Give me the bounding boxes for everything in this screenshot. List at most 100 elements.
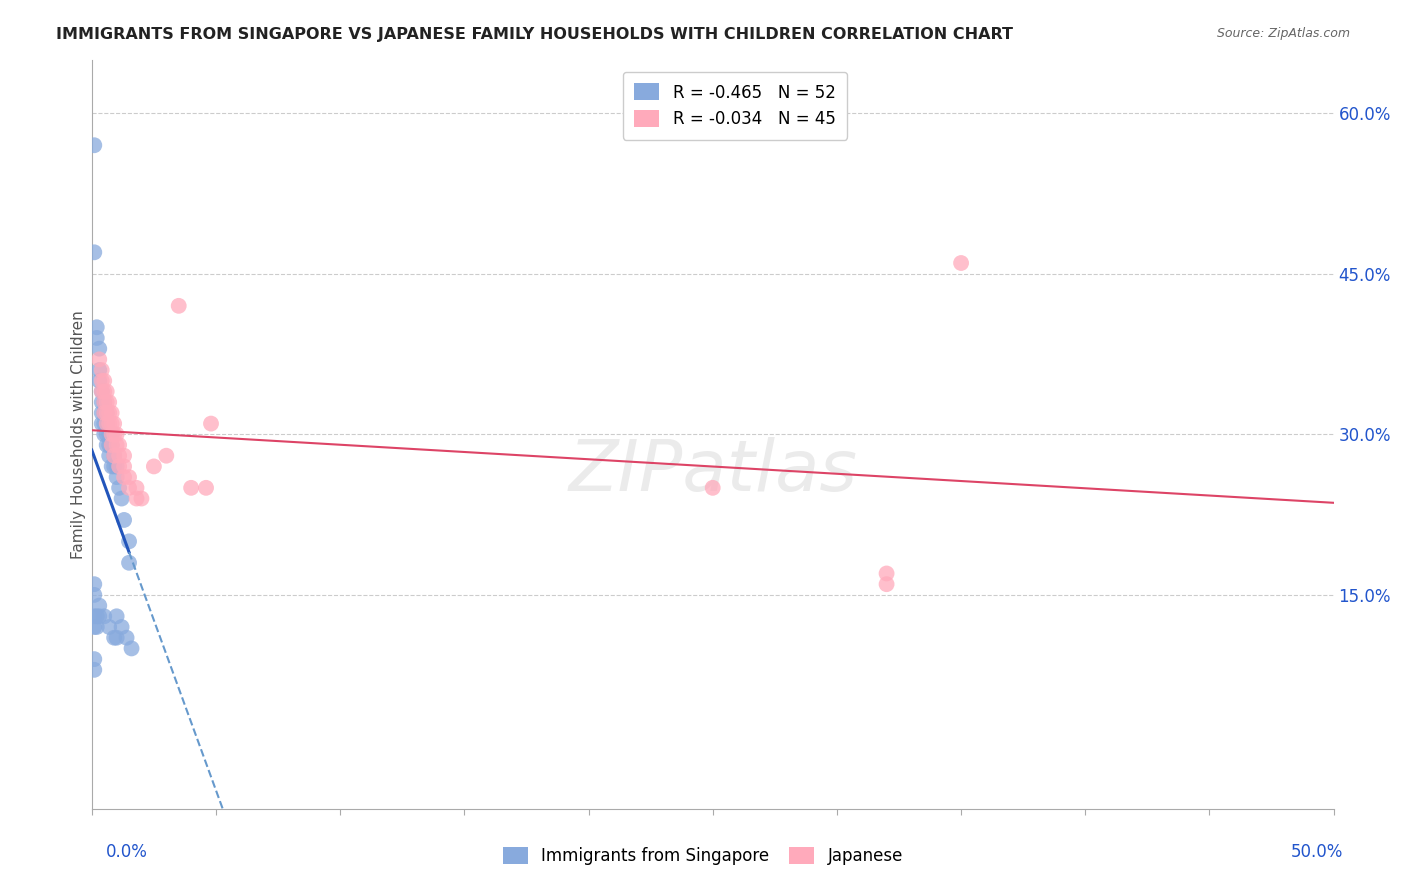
Point xyxy=(93,384,115,399)
Point xyxy=(86,620,108,634)
Point xyxy=(100,427,122,442)
Point xyxy=(93,395,115,409)
Point xyxy=(86,320,108,334)
Point xyxy=(167,299,190,313)
Point xyxy=(89,599,111,613)
Point xyxy=(118,481,141,495)
Point xyxy=(115,631,138,645)
Point xyxy=(98,438,121,452)
Point xyxy=(93,427,115,442)
Point xyxy=(108,459,131,474)
Point xyxy=(105,427,128,442)
Point xyxy=(89,609,111,624)
Point xyxy=(103,459,125,474)
Point xyxy=(89,342,111,356)
Point xyxy=(83,245,105,260)
Point xyxy=(89,352,111,367)
Point xyxy=(90,417,112,431)
Point xyxy=(121,641,143,656)
Point xyxy=(112,470,135,484)
Point xyxy=(702,481,724,495)
Point xyxy=(96,417,118,431)
Point xyxy=(98,620,121,634)
Point xyxy=(950,256,973,270)
Text: 0.0%: 0.0% xyxy=(105,843,148,861)
Text: 50.0%: 50.0% xyxy=(1291,843,1343,861)
Point xyxy=(90,384,112,399)
Point xyxy=(96,438,118,452)
Point xyxy=(125,491,148,506)
Point xyxy=(96,384,118,399)
Point xyxy=(93,406,115,420)
Point xyxy=(103,631,125,645)
Point xyxy=(200,417,222,431)
Point xyxy=(118,556,141,570)
Point xyxy=(142,459,165,474)
Point xyxy=(100,438,122,452)
Point xyxy=(83,663,105,677)
Point xyxy=(112,459,135,474)
Point xyxy=(180,481,202,495)
Point xyxy=(90,384,112,399)
Point xyxy=(103,449,125,463)
Point xyxy=(83,652,105,666)
Point xyxy=(118,534,141,549)
Point xyxy=(96,417,118,431)
Point xyxy=(83,620,105,634)
Point xyxy=(96,406,118,420)
Point xyxy=(96,395,118,409)
Point xyxy=(98,449,121,463)
Point xyxy=(876,566,898,581)
Point xyxy=(83,138,105,153)
Point xyxy=(195,481,218,495)
Point xyxy=(96,427,118,442)
Point xyxy=(100,438,122,452)
Point xyxy=(105,438,128,452)
Point xyxy=(90,395,112,409)
Point xyxy=(108,481,131,495)
Text: ZIPatlas: ZIPatlas xyxy=(568,437,858,507)
Point xyxy=(110,491,132,506)
Point xyxy=(98,427,121,442)
Legend: Immigrants from Singapore, Japanese: Immigrants from Singapore, Japanese xyxy=(494,837,912,875)
Point xyxy=(100,427,122,442)
Point xyxy=(105,609,128,624)
Point xyxy=(89,374,111,388)
Y-axis label: Family Households with Children: Family Households with Children xyxy=(72,310,86,558)
Point xyxy=(108,438,131,452)
Point xyxy=(103,417,125,431)
Point xyxy=(93,374,115,388)
Point xyxy=(100,406,122,420)
Point xyxy=(98,395,121,409)
Point xyxy=(86,331,108,345)
Point xyxy=(98,406,121,420)
Point xyxy=(83,609,105,624)
Point xyxy=(112,513,135,527)
Point xyxy=(103,449,125,463)
Point xyxy=(112,449,135,463)
Point xyxy=(93,406,115,420)
Point xyxy=(98,417,121,431)
Point xyxy=(83,588,105,602)
Legend: R = -0.465   N = 52, R = -0.034   N = 45: R = -0.465 N = 52, R = -0.034 N = 45 xyxy=(623,71,848,140)
Point xyxy=(83,577,105,591)
Point xyxy=(93,395,115,409)
Point xyxy=(93,417,115,431)
Point xyxy=(105,470,128,484)
Point xyxy=(155,449,177,463)
Point xyxy=(93,609,115,624)
Text: IMMIGRANTS FROM SINGAPORE VS JAPANESE FAMILY HOUSEHOLDS WITH CHILDREN CORRELATIO: IMMIGRANTS FROM SINGAPORE VS JAPANESE FA… xyxy=(56,27,1014,42)
Point xyxy=(90,363,112,377)
Point xyxy=(90,374,112,388)
Point xyxy=(118,470,141,484)
Point xyxy=(110,620,132,634)
Point xyxy=(86,609,108,624)
Point xyxy=(876,577,898,591)
Point xyxy=(100,459,122,474)
Point xyxy=(131,491,153,506)
Point xyxy=(108,449,131,463)
Point xyxy=(100,417,122,431)
Point xyxy=(96,406,118,420)
Point xyxy=(103,427,125,442)
Point xyxy=(125,481,148,495)
